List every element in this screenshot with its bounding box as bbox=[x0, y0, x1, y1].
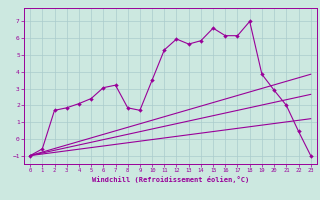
X-axis label: Windchill (Refroidissement éolien,°C): Windchill (Refroidissement éolien,°C) bbox=[92, 176, 249, 183]
